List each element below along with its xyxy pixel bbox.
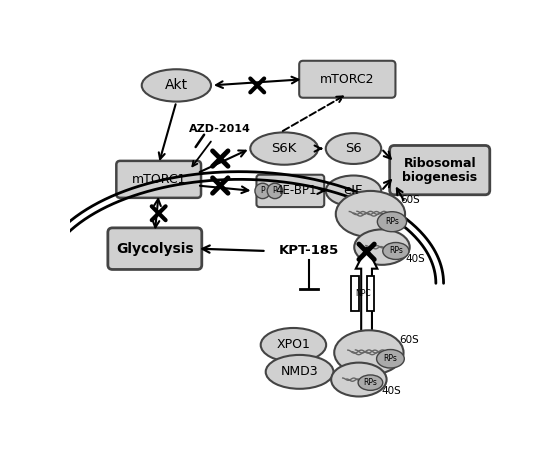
Ellipse shape	[255, 183, 271, 198]
Ellipse shape	[326, 133, 381, 164]
Text: S6: S6	[345, 142, 362, 155]
Polygon shape	[356, 247, 377, 336]
Text: RPs: RPs	[389, 247, 403, 256]
FancyBboxPatch shape	[299, 61, 395, 98]
Text: P: P	[260, 186, 265, 196]
Ellipse shape	[383, 242, 409, 259]
Ellipse shape	[377, 212, 406, 232]
Text: 4E-BP1: 4E-BP1	[275, 184, 316, 197]
Text: NMD3: NMD3	[280, 366, 318, 378]
Ellipse shape	[336, 191, 405, 237]
Text: RPs: RPs	[364, 378, 377, 387]
Ellipse shape	[326, 176, 381, 206]
Text: Ribosomal: Ribosomal	[403, 157, 476, 170]
Ellipse shape	[354, 229, 410, 265]
Text: 60S: 60S	[399, 335, 419, 345]
Bar	[366, 277, 374, 311]
Text: Glycolysis: Glycolysis	[116, 241, 194, 256]
Ellipse shape	[250, 132, 318, 165]
Text: NPC: NPC	[355, 289, 371, 298]
FancyBboxPatch shape	[256, 175, 324, 207]
Text: 60S: 60S	[400, 195, 420, 205]
Text: Akt: Akt	[165, 79, 188, 92]
Text: KPT-185: KPT-185	[279, 244, 339, 257]
Ellipse shape	[142, 69, 211, 102]
Text: 40S: 40S	[381, 386, 401, 396]
Text: mTORC1: mTORC1	[131, 173, 186, 186]
Ellipse shape	[266, 355, 333, 389]
Text: AZD-2014: AZD-2014	[189, 124, 251, 134]
Text: P: P	[273, 186, 277, 196]
Text: S6K: S6K	[272, 142, 297, 155]
Ellipse shape	[261, 328, 326, 362]
Ellipse shape	[267, 183, 283, 198]
Ellipse shape	[331, 363, 387, 396]
Text: RPs: RPs	[385, 217, 399, 226]
Text: RPs: RPs	[383, 354, 398, 363]
Bar	[351, 277, 359, 311]
Text: biogenesis: biogenesis	[402, 171, 477, 184]
Ellipse shape	[358, 375, 383, 390]
Text: XPO1: XPO1	[277, 338, 310, 351]
Text: eIF: eIF	[344, 184, 363, 197]
FancyBboxPatch shape	[108, 228, 202, 270]
Ellipse shape	[377, 350, 404, 368]
FancyBboxPatch shape	[117, 161, 201, 198]
Text: mTORC2: mTORC2	[320, 73, 375, 86]
Text: 40S: 40S	[405, 254, 425, 263]
Ellipse shape	[334, 330, 404, 375]
FancyBboxPatch shape	[389, 146, 490, 195]
